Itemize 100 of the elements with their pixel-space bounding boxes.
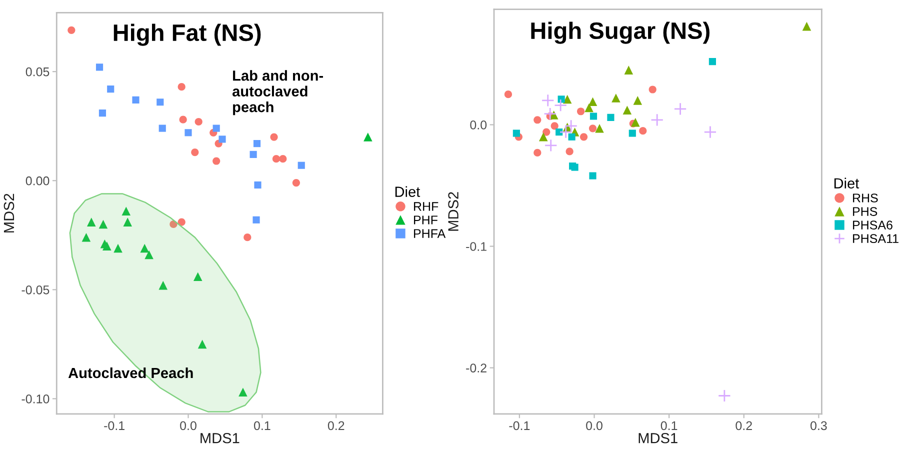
x-tick-label: 0.1 [660, 421, 678, 430]
point [144, 250, 154, 260]
point [556, 128, 563, 136]
point [584, 103, 594, 112]
point [538, 132, 548, 142]
point [595, 124, 604, 133]
point [68, 26, 76, 34]
point [588, 124, 597, 132]
point [580, 133, 588, 141]
x-tick-label: -0.1 [104, 421, 124, 430]
chart-title: High Fat (NS) [114, 24, 261, 46]
point [212, 124, 220, 132]
point [554, 98, 568, 112]
point [558, 96, 565, 103]
point [612, 94, 620, 102]
point [541, 94, 554, 107]
point [550, 122, 558, 130]
point [102, 242, 112, 250]
legend-label: PHSA11 [853, 234, 898, 244]
y-axis-title: MDS2 [4, 194, 14, 232]
point [624, 66, 634, 74]
point [298, 162, 305, 169]
point [364, 132, 372, 142]
y-tick-label: -0.10 [22, 394, 50, 404]
x-axis-title: MDS1 [638, 432, 678, 444]
point [639, 127, 647, 135]
point [631, 118, 640, 127]
y-tick-label: -0.1 [466, 242, 486, 251]
x-tick-label: 0.1 [254, 421, 270, 430]
point [718, 389, 731, 402]
point [253, 140, 261, 148]
chart-title: High Sugar (NS) [531, 22, 710, 44]
legend-label: PHSA6 [853, 220, 892, 230]
point [254, 181, 262, 189]
point [534, 116, 542, 124]
point [96, 64, 104, 71]
point [82, 232, 91, 242]
point [98, 220, 108, 229]
point [252, 216, 260, 224]
point [708, 58, 716, 66]
x-tick-label: 0.2 [328, 421, 344, 430]
point [212, 157, 220, 165]
legend-label: PHFA [414, 229, 446, 238]
legend-label: PHF [414, 216, 438, 224]
y-tick-label: 0.0 [470, 120, 487, 130]
point [566, 148, 574, 156]
point [622, 106, 632, 115]
point [633, 96, 642, 105]
point [504, 90, 512, 98]
y-tick-label: -0.2 [466, 364, 486, 372]
y-tick-label: 0.00 [26, 176, 50, 186]
point [674, 102, 687, 116]
point [107, 85, 114, 93]
point [194, 118, 202, 126]
legend-title: Diet [834, 178, 860, 188]
point [650, 113, 664, 126]
legend-label: RHS [853, 194, 878, 202]
point [132, 96, 140, 104]
point [534, 148, 542, 156]
point [544, 107, 557, 120]
x-tick-label: 0.0 [586, 421, 602, 430]
point [178, 83, 186, 91]
point [589, 172, 596, 180]
point [568, 133, 576, 140]
x-tick-label: 0.3 [810, 421, 827, 430]
x-tick-label: 0.2 [736, 421, 752, 430]
point [158, 280, 168, 290]
x-tick-label: 0.0 [180, 421, 196, 430]
point [802, 22, 812, 31]
point [156, 98, 164, 106]
point [244, 234, 252, 242]
point [292, 179, 300, 187]
point [648, 86, 656, 94]
point [279, 155, 287, 163]
point [588, 97, 598, 106]
point [628, 130, 636, 137]
y-tick-label: 0.05 [26, 67, 50, 76]
point [704, 126, 717, 139]
point [158, 124, 166, 132]
point [122, 206, 131, 216]
point [562, 94, 572, 104]
point [270, 133, 278, 141]
point [86, 218, 96, 226]
point [272, 155, 280, 163]
point [590, 112, 598, 120]
point [607, 114, 614, 121]
x-tick-label: -0.1 [509, 421, 530, 430]
annotation: Autoclaved Peach [68, 367, 193, 378]
point [576, 108, 585, 116]
y-tick-label: -0.05 [22, 285, 50, 294]
point [238, 388, 248, 397]
legend-label: PHS [853, 207, 878, 216]
point [123, 218, 132, 226]
point [98, 109, 106, 117]
point [193, 272, 202, 281]
point [544, 138, 558, 152]
annotation: Lab and non- autoclaved peach [232, 70, 324, 116]
point [140, 244, 150, 253]
point [191, 148, 199, 156]
point [218, 136, 226, 143]
